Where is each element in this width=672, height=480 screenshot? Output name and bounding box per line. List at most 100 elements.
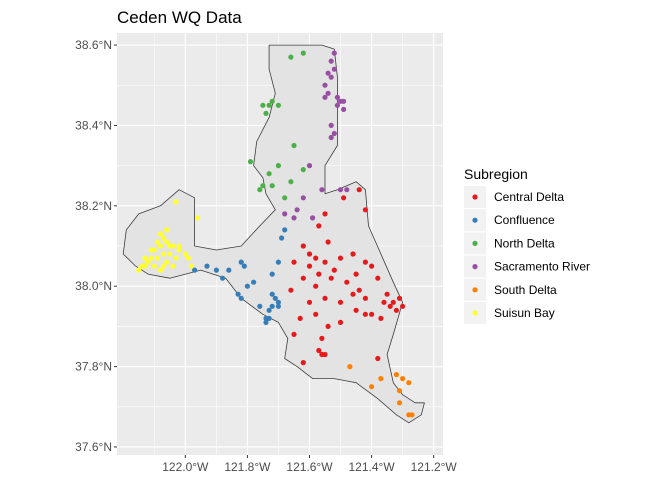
data-point bbox=[139, 263, 145, 269]
data-point bbox=[331, 130, 337, 137]
data-point bbox=[185, 255, 191, 261]
data-point bbox=[247, 159, 254, 165]
data-point bbox=[154, 255, 160, 261]
data-point bbox=[263, 319, 269, 325]
data-point bbox=[341, 106, 347, 112]
data-point bbox=[266, 315, 272, 321]
data-point bbox=[325, 323, 331, 329]
data-point bbox=[282, 227, 288, 233]
data-point bbox=[238, 259, 244, 265]
data-point bbox=[226, 267, 232, 273]
data-point bbox=[353, 307, 359, 313]
data-point bbox=[300, 360, 306, 366]
data-point bbox=[356, 287, 362, 293]
data-point bbox=[260, 183, 266, 189]
data-point bbox=[353, 271, 359, 277]
data-point bbox=[161, 263, 167, 269]
data-point bbox=[148, 247, 154, 253]
data-point bbox=[260, 102, 266, 108]
data-point bbox=[334, 102, 340, 108]
data-point bbox=[161, 251, 167, 257]
data-point bbox=[350, 251, 356, 257]
data-point bbox=[362, 207, 368, 213]
data-point bbox=[378, 376, 384, 382]
data-point bbox=[337, 98, 344, 104]
y-axis: 37.6°N 37.8°N 38.0°N 38.2°N 38.4°N 38.6°N bbox=[75, 38, 117, 454]
data-point bbox=[170, 243, 176, 249]
data-point bbox=[275, 259, 281, 265]
chart-title: Ceden WQ Data bbox=[117, 8, 242, 27]
data-point bbox=[316, 223, 322, 229]
data-point bbox=[148, 255, 154, 261]
data-point bbox=[396, 388, 403, 394]
data-point bbox=[313, 311, 319, 317]
data-point bbox=[288, 287, 294, 293]
data-point bbox=[257, 303, 263, 309]
data-point bbox=[220, 275, 226, 281]
y-tick-label: 38.2°N bbox=[75, 199, 112, 213]
data-point bbox=[393, 372, 399, 378]
data-point bbox=[157, 231, 164, 237]
data-point bbox=[387, 303, 393, 309]
data-point bbox=[322, 295, 328, 301]
data-point bbox=[257, 187, 263, 193]
delta-boundary-layer bbox=[122, 44, 425, 424]
data-point bbox=[275, 102, 281, 108]
legend-swatch bbox=[472, 217, 478, 223]
legend-label: Sacramento River bbox=[494, 260, 590, 274]
data-point bbox=[328, 122, 334, 128]
data-point bbox=[269, 183, 275, 189]
data-point bbox=[347, 364, 353, 370]
data-point bbox=[337, 187, 344, 193]
data-point bbox=[337, 255, 344, 261]
data-point bbox=[322, 94, 328, 100]
data-point bbox=[400, 376, 406, 382]
data-point bbox=[381, 299, 387, 305]
series-group bbox=[288, 187, 406, 366]
data-point bbox=[306, 263, 313, 269]
x-axis: 122.0°W 121.8°W 121.6°W 121.4°W 121.2°W bbox=[162, 455, 457, 474]
data-point bbox=[238, 295, 244, 301]
data-point bbox=[263, 110, 269, 116]
data-point bbox=[151, 263, 157, 269]
data-point bbox=[188, 263, 195, 269]
data-point bbox=[316, 347, 322, 354]
legend-swatch bbox=[472, 287, 478, 293]
data-point bbox=[269, 271, 275, 277]
data-point bbox=[204, 263, 210, 269]
data-point bbox=[384, 291, 390, 297]
data-point bbox=[244, 283, 250, 289]
data-point bbox=[266, 171, 272, 177]
data-point bbox=[341, 195, 347, 201]
x-tick-label: 121.8°W bbox=[224, 460, 271, 474]
data-point bbox=[157, 267, 164, 273]
data-point bbox=[176, 247, 182, 253]
data-point bbox=[400, 303, 406, 309]
data-point bbox=[322, 82, 328, 88]
data-point bbox=[291, 215, 297, 221]
data-point bbox=[313, 283, 319, 289]
data-point bbox=[294, 207, 300, 213]
data-point bbox=[334, 94, 340, 100]
data-point bbox=[306, 251, 313, 257]
y-tick-label: 38.0°N bbox=[75, 279, 112, 293]
data-point bbox=[362, 259, 368, 265]
data-point bbox=[322, 211, 328, 217]
data-point bbox=[164, 239, 170, 245]
data-point bbox=[316, 271, 322, 277]
data-point bbox=[282, 211, 288, 217]
data-point bbox=[300, 275, 306, 281]
data-point bbox=[279, 235, 285, 241]
data-point bbox=[409, 412, 415, 418]
series-group bbox=[282, 50, 350, 221]
data-point bbox=[272, 295, 278, 301]
x-tick-label: 121.4°W bbox=[349, 460, 396, 474]
data-point bbox=[251, 279, 257, 285]
data-point bbox=[297, 315, 303, 321]
legend-label: Confluence bbox=[494, 213, 555, 227]
data-point bbox=[306, 163, 313, 169]
data-point bbox=[344, 187, 350, 193]
y-tick-label: 38.6°N bbox=[75, 38, 112, 52]
data-point bbox=[331, 66, 337, 72]
data-point bbox=[396, 295, 403, 301]
